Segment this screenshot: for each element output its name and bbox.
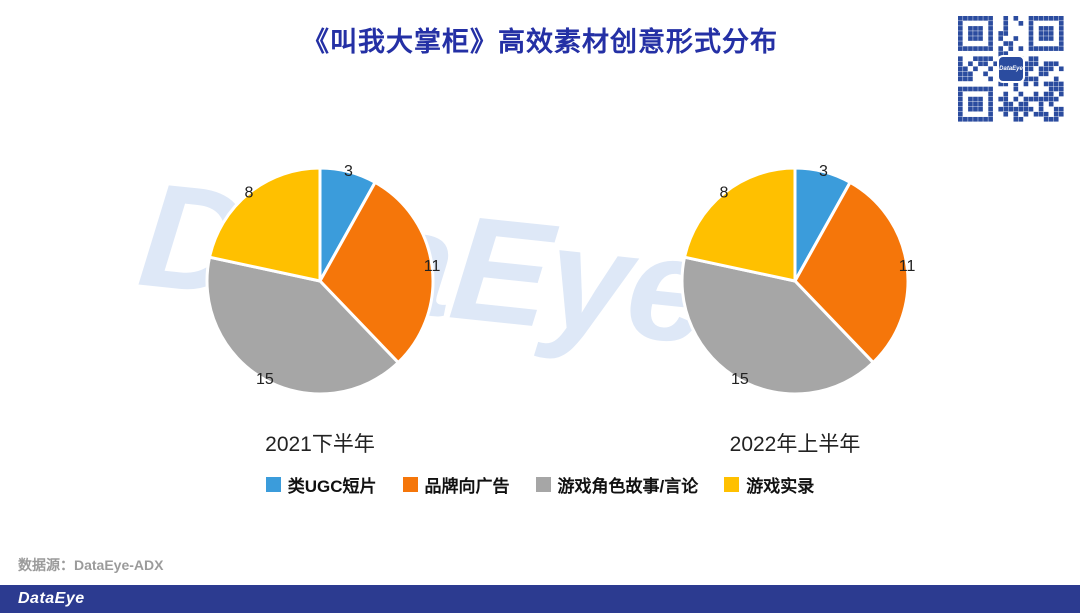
pie-value-label: 8 <box>245 185 254 202</box>
qr-code-image: DataEye <box>958 16 1064 122</box>
pie-2021-h2-svg: 3 11 15 8 <box>205 163 441 396</box>
pie-chart-2022-h1: 3 11 15 8 2022年上半年 <box>650 136 940 458</box>
footer-bar: DataEye <box>0 585 1080 613</box>
chart-legend: 类UGC短片 品牌向广告 游戏角色故事/言论 游戏实录 <box>0 472 1080 497</box>
pie-slice-游戏实录 <box>683 166 797 283</box>
pie-value-label: 11 <box>899 258 916 275</box>
legend-label: 品牌向广告 <box>424 477 510 496</box>
pie-value-label: 15 <box>256 371 274 388</box>
legend-item: 游戏实录 <box>724 472 814 497</box>
chart-title-right: 2022年上半年 <box>729 433 861 456</box>
pie-slice-游戏实录 <box>208 166 322 283</box>
pie-value-label: 15 <box>731 371 749 388</box>
qr-code: DataEye <box>958 16 1064 122</box>
chart-title-left: 2021下半年 <box>265 433 375 456</box>
legend-swatch <box>265 477 281 492</box>
pie-slice-品牌向广告 <box>318 180 435 365</box>
legend-item: 游戏角色故事/言论 <box>535 472 699 497</box>
pie-slice-游戏角色故事/言论 <box>205 255 400 396</box>
dataeye-logo: DataEye <box>18 590 85 607</box>
legend-label: 游戏角色故事/言论 <box>557 477 699 496</box>
legend-item: 品牌向广告 <box>402 472 510 497</box>
pie-2022-h1-svg: 3 11 15 8 <box>680 163 916 396</box>
legend-label: 游戏实录 <box>746 477 815 496</box>
pie-chart-2021-h2: 3 11 15 8 2021下半年 <box>175 136 465 458</box>
legend-swatch <box>402 477 418 492</box>
pie-value-label: 8 <box>720 185 729 202</box>
qr-center-logo <box>997 55 1025 83</box>
data-source: 数据源：DataEye-ADX <box>18 557 164 573</box>
qr-center-logo-text: DataEye <box>999 66 1023 72</box>
pie-value-label: 3 <box>819 163 828 180</box>
pie-value-label: 3 <box>344 163 353 180</box>
pie-slice-品牌向广告 <box>793 180 910 365</box>
pie-value-label: 11 <box>424 258 441 275</box>
page-title: 《叫我大掌柜》高效素材创意形式分布 <box>302 27 778 57</box>
legend-swatch <box>724 477 740 492</box>
legend-label: 类UGC短片 <box>287 477 377 496</box>
pie-slice-游戏角色故事/言论 <box>680 255 875 396</box>
legend-item: 类UGC短片 <box>265 472 377 497</box>
legend-swatch <box>535 477 551 492</box>
